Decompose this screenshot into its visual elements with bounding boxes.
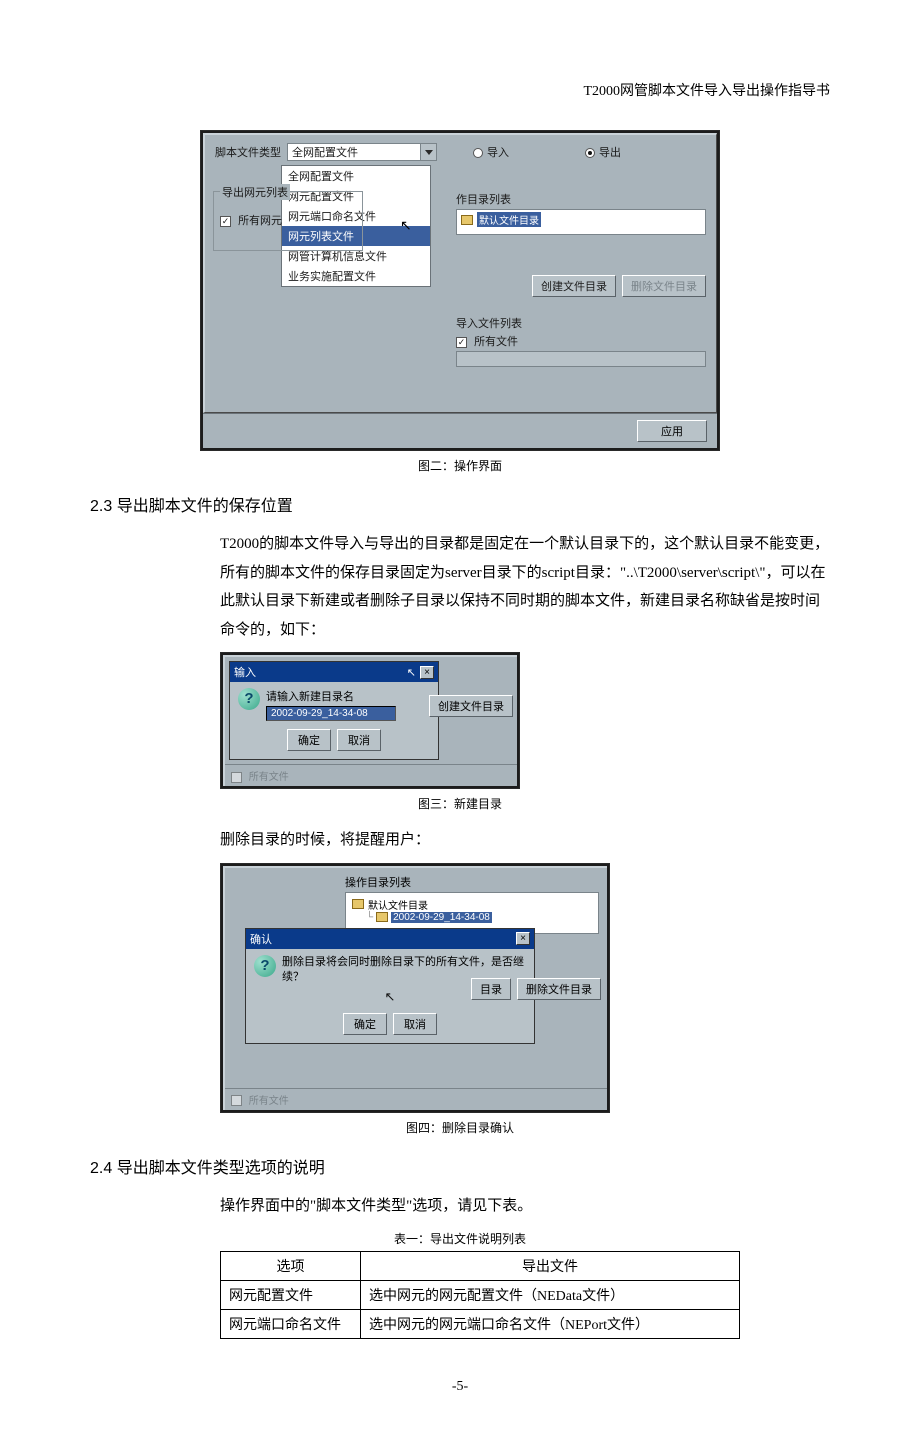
- doc-header: T2000网管脚本文件导入导出操作指导书: [90, 80, 830, 100]
- figure-3-caption: 图四：删除目录确认: [90, 1119, 830, 1136]
- dialog-prompt: 请输入新建目录名: [266, 688, 396, 704]
- import-file-list-legend: 导入文件列表: [456, 315, 706, 331]
- dir-button[interactable]: 目录: [471, 978, 511, 1000]
- footer-hint: 所有文件: [249, 1096, 289, 1107]
- all-files-label: 所有文件: [474, 336, 518, 348]
- figure-1-ui: 脚本文件类型 全网配置文件 导入 导出 全网配置文件 网元配置文件 网元端口命名…: [200, 130, 720, 451]
- child-dir-node[interactable]: 2002-09-29_14-34-08: [391, 912, 492, 923]
- section-2-3-heading: 2.3 导出脚本文件的保存位置: [90, 492, 830, 516]
- folder-icon: [376, 912, 388, 922]
- delete-note-para: 删除目录的时候，将提醒用户：: [220, 826, 830, 855]
- table-row: 网元配置文件 选中网元的网元配置文件（NEData文件）: [221, 1281, 740, 1310]
- close-icon[interactable]: ×: [516, 932, 530, 945]
- script-type-combo[interactable]: 全网配置文件: [287, 143, 437, 161]
- new-dir-dialog: 输入 ↖ × ? 请输入新建目录名 2002-09-29_14-34-08 确定: [229, 661, 439, 760]
- table-caption: 表一：导出文件说明列表: [90, 1230, 830, 1247]
- all-files-checkbox: [231, 1095, 242, 1106]
- table-row: 网元端口命名文件 选中网元的网元端口命名文件（NEPort文件）: [221, 1310, 740, 1339]
- default-dir-node[interactable]: 默认文件目录: [477, 212, 541, 227]
- all-ne-label: 所有网元: [238, 215, 282, 227]
- radio-import[interactable]: 导入: [473, 144, 509, 160]
- delete-dir-button: 删除文件目录: [622, 275, 706, 297]
- ops-dir-list-legend: 操作目录列表: [345, 874, 599, 890]
- chevron-down-icon[interactable]: [420, 144, 436, 160]
- dialog-title: 确认: [250, 931, 272, 947]
- figure-3-ui: 操作目录列表 默认文件目录 └ 2002-09-29_14-34-08 确认 ×: [220, 863, 610, 1113]
- radio-export-label: 导出: [599, 147, 621, 159]
- question-icon: ?: [254, 955, 276, 977]
- table-header-row: 选项 导出文件: [221, 1252, 740, 1281]
- apply-button[interactable]: 应用: [637, 420, 707, 442]
- all-files-checkbox: [231, 772, 242, 783]
- dir-name-input[interactable]: 2002-09-29_14-34-08: [266, 706, 396, 721]
- ne-list-fieldset: 导出网元列表 ✓ 所有网元: [213, 191, 363, 251]
- dialog-title: 输入: [234, 664, 256, 680]
- delete-dir-button[interactable]: 删除文件目录: [517, 978, 601, 1000]
- section-2-4-heading: 2.4 导出脚本文件类型选项的说明: [90, 1154, 830, 1178]
- ok-button[interactable]: 确定: [343, 1013, 387, 1035]
- create-dir-button[interactable]: 创建文件目录: [532, 275, 616, 297]
- all-files-checkbox[interactable]: ✓: [456, 337, 467, 348]
- table-cell: 选中网元的网元配置文件（NEData文件）: [361, 1281, 740, 1310]
- section-2-3-para: T2000的脚本文件导入与导出的目录都是固定在一个默认目录下的，这个默认目录不能…: [220, 530, 830, 644]
- table-cell: 选中网元的网元端口命名文件（NEPort文件）: [361, 1310, 740, 1339]
- table-cell: 网元配置文件: [221, 1281, 361, 1310]
- page-number: -5-: [90, 1379, 830, 1395]
- figure-2-caption: 图三：新建目录: [90, 795, 830, 812]
- default-dir-node[interactable]: 默认文件目录: [368, 897, 428, 912]
- col-header: 选项: [221, 1252, 361, 1281]
- create-dir-button[interactable]: 创建文件目录: [429, 695, 513, 717]
- script-type-label: 脚本文件类型: [215, 144, 281, 160]
- close-icon[interactable]: ×: [420, 666, 434, 679]
- ne-list-legend: 导出网元列表: [220, 184, 290, 200]
- cancel-button[interactable]: 取消: [393, 1013, 437, 1035]
- footer-hint: 所有文件: [249, 772, 289, 783]
- folder-icon: [352, 899, 364, 909]
- export-file-table: 选项 导出文件 网元配置文件 选中网元的网元配置文件（NEData文件） 网元端…: [220, 1251, 740, 1339]
- table-cell: 网元端口命名文件: [221, 1310, 361, 1339]
- import-file-list-box: [456, 351, 706, 367]
- ops-dir-list-panel: 作目录列表 默认文件目录: [456, 191, 706, 235]
- ops-dir-list-legend: 作目录列表: [456, 191, 706, 207]
- figure-1-caption: 图二：操作界面: [90, 457, 830, 474]
- figure-2-ui: 输入 ↖ × ? 请输入新建目录名 2002-09-29_14-34-08 确定: [220, 652, 520, 789]
- question-icon: ?: [238, 688, 260, 710]
- ops-dir-tree[interactable]: 默认文件目录: [456, 209, 706, 235]
- radio-import-label: 导入: [487, 147, 509, 159]
- section-2-4-intro: 操作界面中的"脚本文件类型"选项，请见下表。: [220, 1192, 830, 1221]
- dropdown-item[interactable]: 业务实施配置文件: [282, 266, 430, 286]
- col-header: 导出文件: [361, 1252, 740, 1281]
- folder-icon: [461, 215, 473, 225]
- dropdown-item[interactable]: 全网配置文件: [282, 166, 430, 186]
- all-ne-checkbox[interactable]: ✓: [220, 216, 231, 227]
- import-file-list-panel: 导入文件列表 ✓ 所有文件: [456, 315, 706, 367]
- combo-value: 全网配置文件: [292, 144, 358, 160]
- ok-button[interactable]: 确定: [287, 729, 331, 751]
- cancel-button[interactable]: 取消: [337, 729, 381, 751]
- radio-export[interactable]: 导出: [585, 144, 621, 160]
- cursor-icon: ↖: [407, 666, 416, 679]
